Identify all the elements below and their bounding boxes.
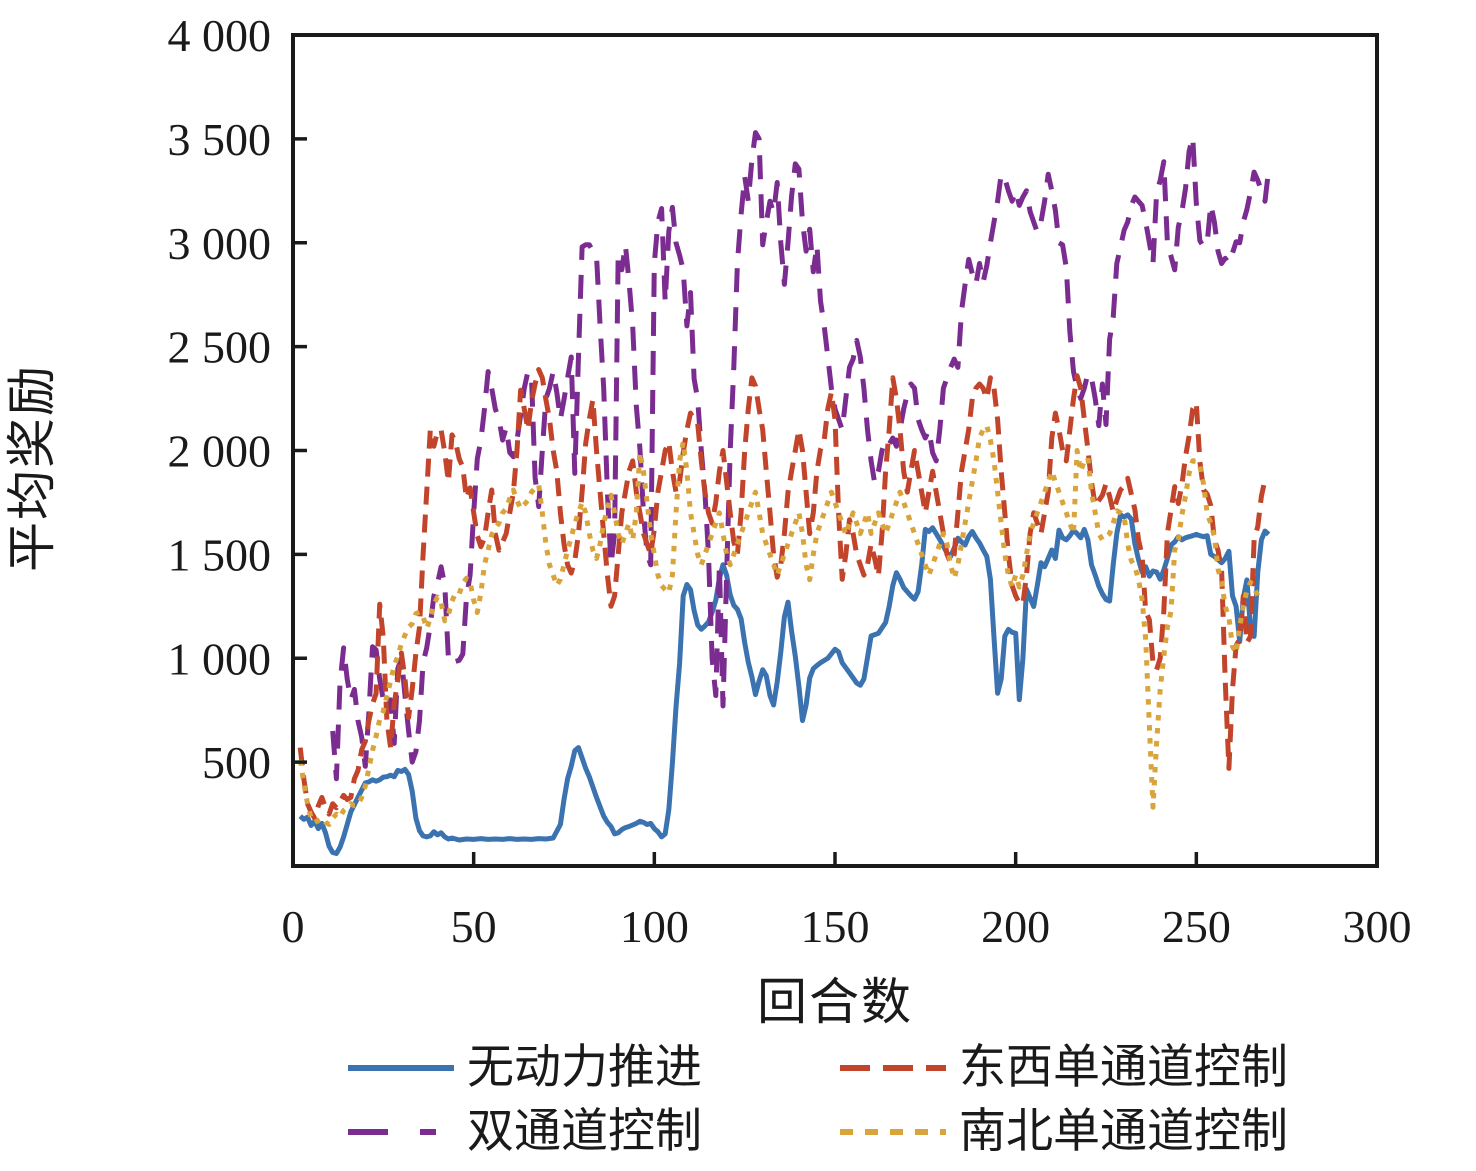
legend-line-sample-long-dash-icon	[348, 1129, 454, 1135]
legend-line-sample-dot-icon	[840, 1129, 946, 1135]
legend-line-sample-dash-icon	[840, 1065, 946, 1071]
legend-label: 南北单通道控制	[959, 1105, 1288, 1158]
x-tick-label: 300	[1343, 901, 1412, 952]
legend: 无动力推进 东西单通道控制 双通道控制 南北单通道控制	[345, 1036, 1345, 1164]
y-tick-label: 1 500	[168, 529, 272, 580]
y-tick-label: 4 000	[168, 10, 272, 61]
legend-label: 无动力推进	[467, 1041, 702, 1094]
x-tick-label: 50	[451, 901, 497, 952]
x-axis-title: 回合数	[757, 974, 913, 1030]
x-tick-label: 150	[801, 901, 870, 952]
x-tick-label: 100	[620, 901, 689, 952]
legend-item-east-west-single-channel: 东西单通道控制	[837, 1041, 1345, 1094]
series-line-3	[297, 423, 1261, 827]
legend-label: 东西单通道控制	[959, 1041, 1288, 1094]
y-tick-label: 3 000	[168, 218, 272, 269]
x-tick-label: 250	[1162, 901, 1231, 952]
legend-label: 双通道控制	[467, 1105, 702, 1158]
legend-item-north-south-single-channel: 南北单通道控制	[837, 1105, 1345, 1158]
y-tick-label: 2 000	[168, 426, 272, 477]
y-tick-label: 500	[202, 737, 271, 788]
x-tick-label: 200	[981, 901, 1050, 952]
series-line-2	[297, 367, 1270, 821]
y-tick-label: 2 500	[168, 322, 272, 373]
series-line-1	[330, 130, 1272, 782]
legend-line-sample-solid-icon	[348, 1065, 454, 1071]
legend-item-unpowered: 无动力推进	[345, 1041, 837, 1094]
series-line-0	[298, 512, 1271, 856]
y-axis-title: 平均奖励	[4, 364, 60, 572]
x-tick-label: 0	[282, 901, 305, 952]
legend-item-dual-channel: 双通道控制	[345, 1105, 837, 1158]
y-tick-label: 1 000	[168, 633, 272, 684]
y-tick-label: 3 500	[168, 114, 272, 165]
